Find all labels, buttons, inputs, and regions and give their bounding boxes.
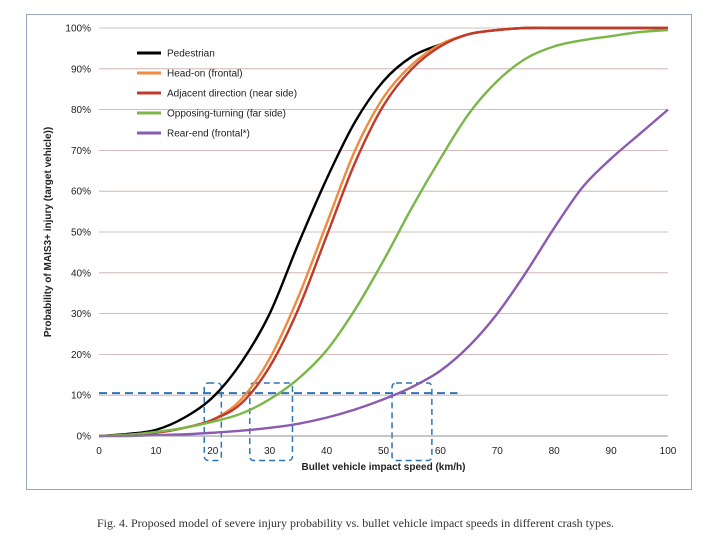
- figure-frame: 0% 10% 20% 30% 40% 50% 60% 70% 80% 90% 100% 0 10 20 30…: [26, 14, 692, 490]
- x-tick-label: 10: [150, 446, 162, 457]
- y-tick-label: 100%: [65, 24, 91, 35]
- x-tick-label: 0: [96, 446, 102, 457]
- y-tick-label: 10%: [71, 391, 91, 402]
- x-tick-label: 20: [207, 446, 219, 457]
- x-tick-label: 30: [264, 446, 276, 457]
- series-line: [98, 28, 669, 438]
- y-tick-label: 30%: [71, 309, 91, 320]
- y-tick-label: 40%: [71, 268, 91, 279]
- legend-label: Adjacent direction (near side): [167, 89, 297, 100]
- x-tick-label: 80: [549, 446, 561, 457]
- tick-labels: 0% 10% 20% 30% 40% 50% 60% 70% 80% 90% 100% 0 10 20 30…: [65, 24, 676, 458]
- y-tick-label: 60%: [71, 187, 91, 198]
- legend-label: Rear-end (frontal*): [167, 129, 250, 140]
- highlight-box: [249, 382, 294, 462]
- x-tick-label: 70: [492, 446, 504, 457]
- legend-label: Pedestrian: [167, 49, 215, 60]
- series-layer: [98, 26, 669, 438]
- x-tick-label: 60: [435, 446, 447, 457]
- y-tick-label: 50%: [71, 228, 91, 239]
- figure-caption: Fig. 4. Proposed model of severe injury …: [97, 516, 614, 530]
- y-axis-title: Probability of MAIS3+ injury (target veh…: [43, 127, 54, 337]
- y-tick-label: 80%: [71, 105, 91, 116]
- y-tick-label: 20%: [71, 350, 91, 361]
- x-tick-label: 100: [660, 446, 677, 457]
- y-tick-label: 0%: [77, 432, 92, 443]
- x-tick-label: 90: [606, 446, 618, 457]
- series-line: [98, 108, 669, 438]
- x-axis-title: Bullet vehicle impact speed (km/h): [302, 462, 466, 473]
- y-tick-label: 90%: [71, 64, 91, 75]
- highlight-box: [391, 382, 433, 462]
- x-tick-label: 50: [378, 446, 390, 457]
- chart: 0% 10% 20% 30% 40% 50% 60% 70% 80% 90% 100% 0 10 20 30…: [43, 24, 677, 474]
- legend-label: Opposing-turning (far side): [167, 109, 286, 120]
- legend: Pedestrian Head-on (frontal) Adjacent dire…: [137, 49, 297, 140]
- y-tick-label: 70%: [71, 146, 91, 157]
- grid-lines: [99, 27, 668, 396]
- legend-label: Head-on (frontal): [167, 69, 243, 80]
- x-tick-label: 40: [321, 446, 333, 457]
